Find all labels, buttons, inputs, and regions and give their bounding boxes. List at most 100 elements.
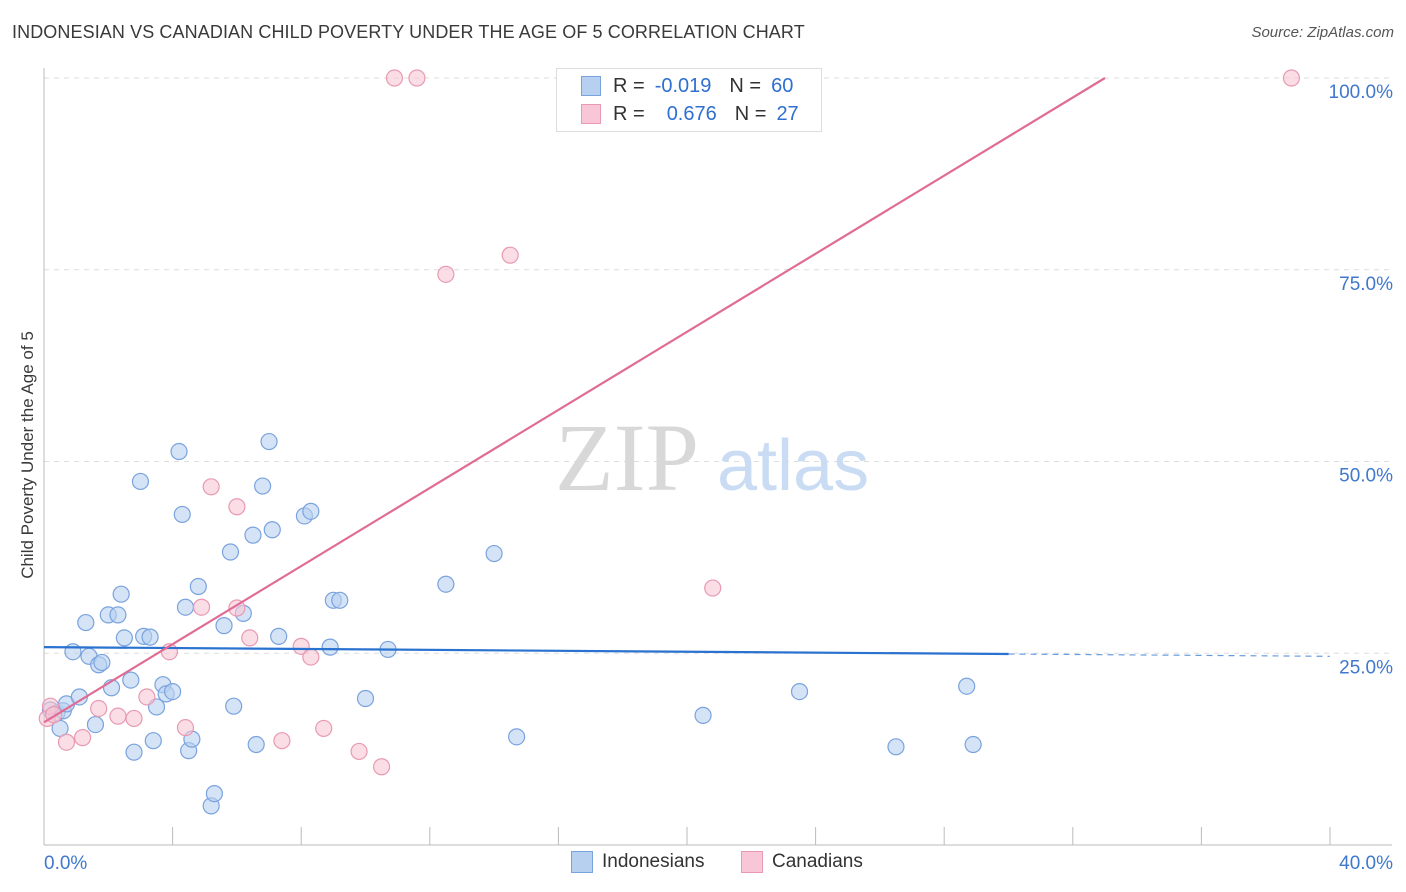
indonesians-point-28	[173, 505, 191, 524]
canadians-trend-line	[43, 77, 1106, 724]
canadians-point-10	[176, 719, 195, 737]
canadians-point-11	[192, 598, 211, 616]
legend-row-indonesians: R = -0.019 N = 60	[581, 73, 793, 99]
indonesians-point-43	[263, 521, 281, 539]
legend-label-canadians: Canadians	[772, 851, 863, 872]
legend-item-indonesians[interactable]: Indonesians	[571, 851, 704, 873]
legend-row-canadians: R = 0.676 N = 27	[581, 101, 799, 127]
x-tick-label-0: 0.0%	[44, 853, 87, 874]
indonesians-r-label: R =	[613, 74, 645, 97]
indonesians-point-40	[247, 735, 265, 754]
canadians-point-6	[109, 707, 127, 725]
indonesians-point-14	[109, 606, 127, 624]
legend-label-indonesians: Indonesians	[602, 851, 705, 872]
canadians-point-17	[292, 637, 310, 655]
indonesians-point-19	[131, 472, 150, 491]
indonesians-point-9	[86, 715, 105, 734]
canadians-point-12	[202, 478, 220, 496]
canadians-point-22	[385, 69, 404, 87]
indonesians-r-value: -0.019	[654, 74, 712, 97]
canadians-point-20	[350, 742, 368, 761]
indonesians-point-18	[125, 743, 143, 761]
canadians-point-3	[57, 733, 76, 751]
indonesians-swatch	[581, 76, 601, 96]
indonesians-point-27	[170, 442, 188, 461]
canadians-n-value: 27	[776, 102, 799, 125]
indonesians-point-32	[189, 577, 207, 596]
canadians-point-8	[138, 688, 156, 706]
indonesians-point-58	[958, 677, 976, 695]
gridlines	[44, 77, 1392, 654]
canadians-point-24	[437, 265, 455, 283]
canadians-point-19	[315, 719, 333, 738]
canadians-n-label: N =	[734, 102, 767, 125]
canadians-point-4	[73, 729, 92, 747]
indonesians-point-39	[244, 526, 262, 544]
indonesians-point-41	[254, 477, 272, 495]
legend-swatch-indonesians	[571, 851, 593, 873]
canadians-point-26	[704, 579, 722, 597]
canadians-point-25	[501, 246, 519, 264]
x-tick-label-1: 40.0%	[1339, 853, 1393, 874]
canadians-point-28	[1282, 69, 1301, 87]
indonesians-point-53	[485, 544, 503, 563]
source-label: Source: ZipAtlas.com	[1251, 24, 1394, 41]
stats-legend: R = -0.019 N = 60 R = 0.676 N = 27	[556, 68, 822, 132]
indonesians-point-15	[112, 585, 130, 603]
indonesians-point-56	[790, 682, 809, 701]
canadians-point-18	[302, 648, 320, 666]
indonesians-point-16	[115, 629, 133, 647]
y-tick-label-1: 50.0%	[1339, 466, 1393, 487]
indonesians-point-34	[205, 785, 223, 803]
tick-labels: 25.0% 50.0% 75.0% 100.0% 0.0% 40.0%	[44, 82, 1393, 874]
watermark-atlas: atlas	[717, 426, 869, 506]
indonesians-point-52	[437, 575, 455, 593]
canadians-r-label: R =	[613, 102, 645, 125]
indonesians-point-50	[356, 689, 375, 708]
indonesians-point-2	[51, 719, 69, 738]
canadians-point-14	[228, 599, 246, 617]
chart-title: INDONESIAN VS CANADIAN CHILD POVERTY UND…	[12, 22, 805, 42]
indonesians-point-54	[508, 728, 526, 746]
indonesians-point-36	[221, 543, 240, 561]
canadians-point-7	[125, 709, 143, 728]
y-tick-label-2: 75.0%	[1339, 274, 1393, 295]
indonesians-point-29	[176, 598, 195, 616]
canadians-points	[38, 69, 1301, 776]
indonesians-point-59	[964, 735, 982, 754]
canadians-point-16	[273, 732, 291, 750]
canadians-point-21	[372, 758, 391, 776]
indonesians-n-label: N =	[729, 74, 762, 97]
indonesians-point-57	[887, 738, 905, 756]
canadians-point-15	[241, 629, 259, 647]
indonesians-point-55	[694, 706, 712, 724]
canadians-point-13	[228, 498, 246, 516]
canadians-r-value: 0.676	[666, 102, 717, 125]
indonesians-point-37	[225, 697, 243, 715]
series-legend: Indonesians Canadians	[0, 851, 1406, 879]
watermark-zip: ZIP	[555, 404, 699, 511]
indonesians-point-49	[331, 591, 349, 609]
canadians-swatch	[581, 104, 601, 124]
trend-lines	[43, 77, 1331, 724]
indonesians-point-42	[260, 432, 278, 451]
indonesians-n-value: 60	[771, 74, 794, 97]
indonesians-point-22	[144, 732, 162, 750]
indonesians-trend-line	[43, 646, 1009, 656]
indonesians-point-7	[77, 613, 95, 632]
indonesians-point-47	[321, 638, 339, 656]
indonesians-point-35	[215, 617, 233, 635]
indonesians-trend-extension	[1008, 653, 1331, 657]
indonesians-point-46	[302, 502, 320, 520]
indonesians-point-26	[164, 682, 182, 701]
y-tick-label-3: 100.0%	[1329, 82, 1394, 103]
canadians-point-5	[90, 699, 108, 718]
indonesians-point-21	[141, 628, 159, 646]
legend-item-canadians[interactable]: Canadians	[741, 851, 863, 873]
indonesians-point-5	[64, 643, 82, 661]
indonesians-point-44	[270, 627, 288, 645]
legend-swatch-canadians	[741, 851, 763, 873]
y-tick-label-0: 25.0%	[1339, 657, 1393, 678]
indonesians-point-17	[122, 671, 140, 689]
